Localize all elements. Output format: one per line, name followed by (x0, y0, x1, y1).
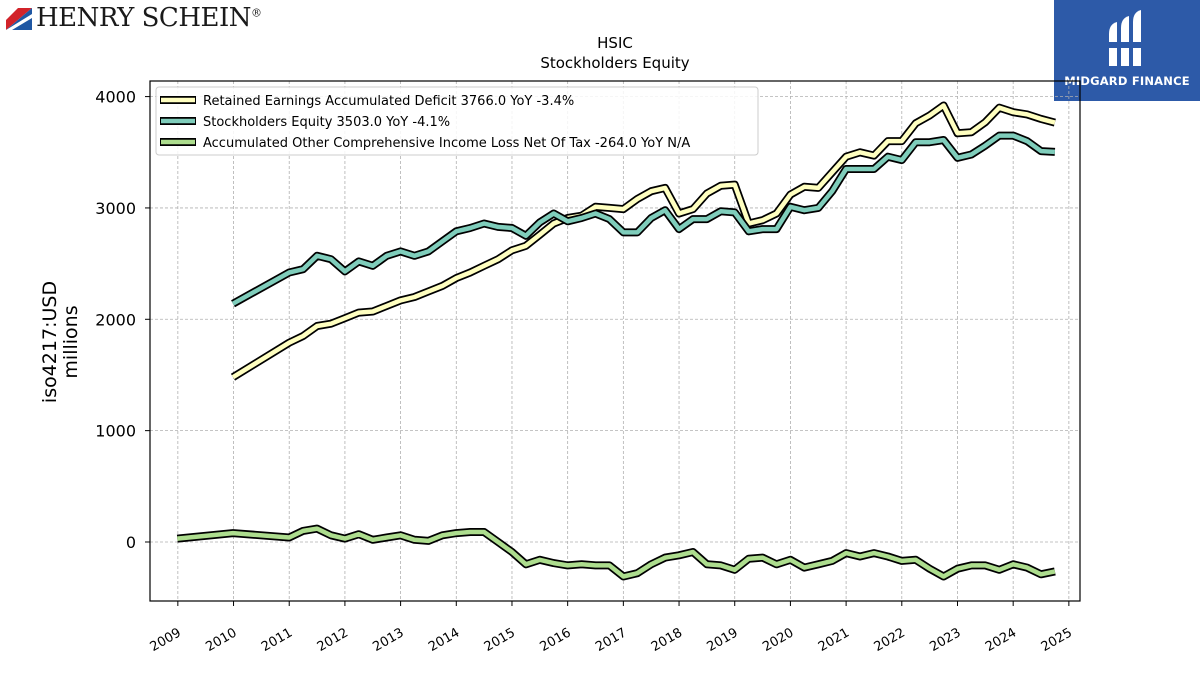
legend-box (155, 86, 759, 156)
x-axis: 2009 2010 2011 2012 2013 2014 2015 2016 2017 2018… (148, 601, 1075, 655)
series-outline-2 (231, 131, 1056, 308)
series-lines (176, 101, 1056, 581)
y-tick-label: 3000 (95, 199, 136, 218)
x-tick-label: 2017 (593, 625, 629, 655)
x-tick-label: 2022 (872, 625, 908, 655)
midgard-finance-icon (1107, 10, 1145, 66)
y-axis-label-line2: millions (60, 305, 82, 378)
x-tick-label: 2013 (370, 625, 406, 655)
y-axis-label-line1: iso4217:USD (39, 281, 61, 403)
x-tick-label: 2015 (482, 625, 518, 655)
legend-label-3: Accumulated Other Comprehensive Income L… (203, 136, 690, 151)
series-line-1 (231, 103, 1056, 380)
henry-schein-wordmark: HENRY SCHEIN® (36, 3, 262, 33)
x-tick-label: 2014 (426, 625, 462, 655)
x-tick-label: 2025 (1039, 625, 1075, 655)
plot-frame (149, 80, 1081, 602)
y-axis: 0 1000 2000 3000 4000 (95, 88, 150, 552)
legend-label-2: Stockholders Equity 3503.0 YoY -4.1% (203, 115, 450, 130)
x-tick-label: 2009 (148, 625, 184, 655)
henry-schein-logo: HENRY SCHEIN® (6, 3, 262, 33)
x-tick-label: 2011 (259, 625, 295, 655)
legend-label-1: Retained Earnings Accumulated Deficit 37… (203, 94, 574, 109)
x-tick-label: 2010 (203, 625, 239, 655)
x-tick-label: 2023 (927, 625, 963, 655)
y-tick-label: 0 (126, 533, 136, 552)
henry-schein-wing-icon (6, 8, 32, 30)
x-tick-label: 2018 (649, 625, 685, 655)
series-line-3 (177, 526, 1056, 579)
x-tick-label: 2020 (760, 625, 796, 655)
chart-subtitle: Stockholders Equity (540, 54, 689, 72)
x-tick-label: 2012 (315, 625, 351, 655)
series-line-2 (231, 133, 1056, 306)
x-tick-label: 2021 (816, 625, 852, 655)
x-tick-label: 2016 (538, 625, 574, 655)
y-axis-label: iso4217:USD millions (39, 281, 82, 403)
x-tick-label: 2024 (983, 625, 1019, 655)
y-tick-label: 2000 (95, 310, 136, 329)
y-tick-label: 1000 (95, 422, 136, 441)
legend: Retained Earnings Accumulated Deficit 37… (155, 86, 759, 156)
midgard-finance-logo: MIDGARD FINANCE (1054, 0, 1200, 101)
midgard-finance-wordmark: MIDGARD FINANCE (1064, 74, 1190, 88)
chart-title: HSIC (597, 34, 633, 52)
y-tick-label: 4000 (95, 88, 136, 107)
x-tick-label: 2019 (705, 625, 741, 655)
